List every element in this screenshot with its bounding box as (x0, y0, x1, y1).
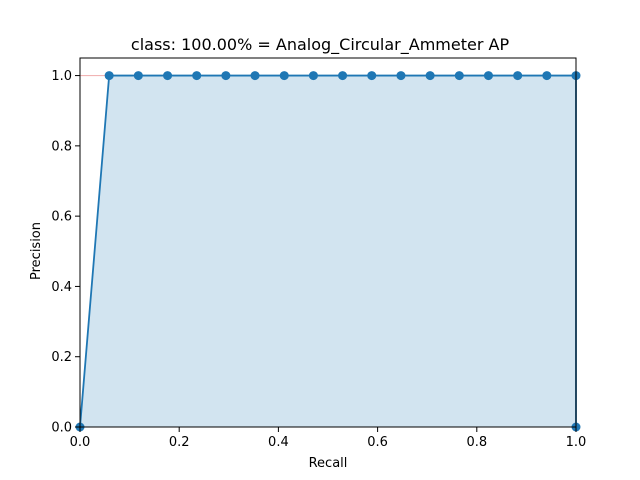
x-tick-label: 1.0 (566, 435, 587, 450)
y-tick-label: 0.2 (51, 350, 72, 365)
pr-point (192, 71, 202, 81)
pr-point (221, 71, 231, 81)
plot-area (75, 57, 581, 432)
pr-point (279, 71, 289, 81)
y-tick-label: 1.0 (51, 69, 72, 84)
x-tick-label: 0.4 (268, 435, 289, 450)
pr-point (308, 71, 318, 81)
pr-area-fill (80, 75, 576, 428)
x-axis-label: Recall (309, 456, 348, 471)
y-tick-label: 0.6 (51, 210, 72, 225)
y-axis: 0.0 0.2 0.4 0.6 0.8 1.0 (51, 69, 80, 436)
x-tick-label: 0.8 (466, 435, 487, 450)
x-axis: 0.0 0.2 0.4 0.6 0.8 1.0 (70, 427, 587, 450)
pr-point (513, 71, 523, 81)
x-tick-label: 0.6 (367, 435, 388, 450)
pr-point (542, 71, 552, 81)
x-tick-label: 0.2 (169, 435, 190, 450)
pr-point (250, 71, 260, 81)
pr-point (483, 71, 493, 81)
y-tick-label: 0.4 (51, 280, 72, 295)
plot-frame (79, 57, 577, 428)
chart-title: class: 100.00% = Analog_Circular_Ammeter… (131, 35, 510, 55)
pr-point (104, 71, 114, 81)
pr-point (163, 71, 173, 81)
pr-point (454, 71, 464, 81)
y-axis-label: Precision (29, 222, 44, 280)
pr-point (338, 71, 348, 81)
x-tick-label: 0.0 (70, 435, 91, 450)
y-tick-label: 0.0 (51, 421, 72, 436)
pr-point (133, 71, 143, 81)
pr-point (367, 71, 377, 81)
pr-point (396, 71, 406, 81)
pr-point (425, 71, 435, 81)
y-tick-label: 0.8 (51, 139, 72, 154)
